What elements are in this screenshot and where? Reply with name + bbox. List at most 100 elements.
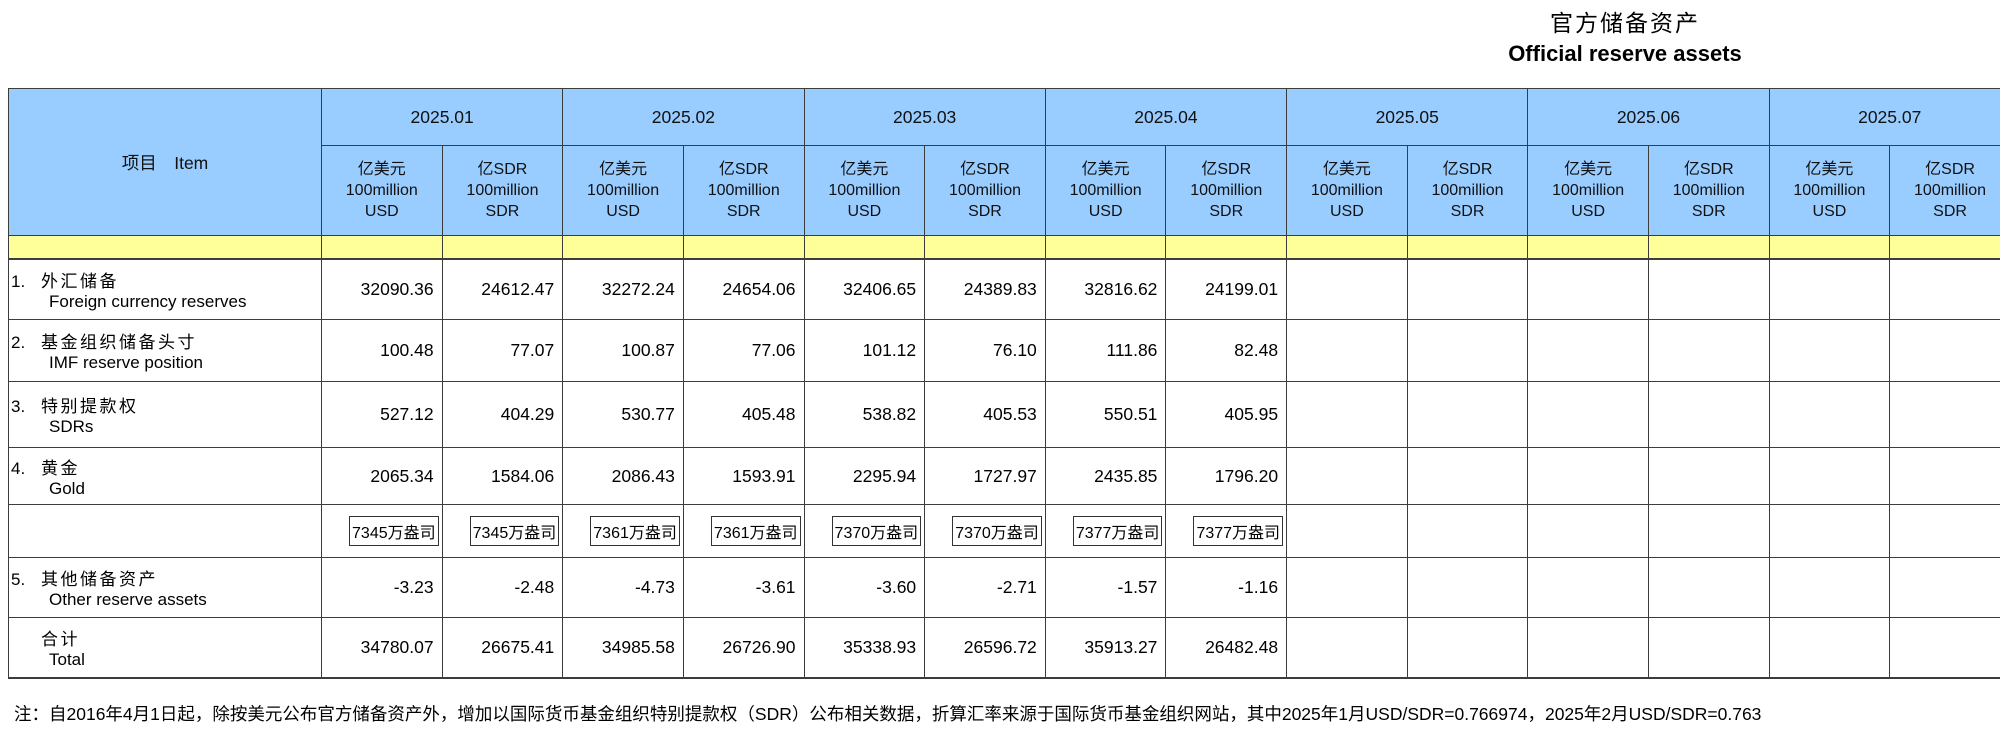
value-cell: 32406.65 (803, 258, 926, 320)
gold-volume-cell: 7361万盎司 (562, 504, 684, 558)
value-cell (1406, 447, 1529, 505)
yellow-band-cell (441, 235, 564, 260)
gold-volume-cell (1768, 504, 1891, 558)
item-column-header: 项目 Item (8, 88, 322, 236)
item-label-line1: 4. 黄金 (9, 454, 321, 479)
value-cell: 82.48 (1165, 319, 1288, 382)
value-cell: -3.23 (321, 557, 443, 618)
yellow-band-cell (1286, 235, 1408, 260)
value-cell: -4.73 (562, 557, 684, 618)
value-cell: 100.48 (321, 319, 443, 382)
gold-volume-box: 7345万盎司 (469, 516, 560, 546)
item-label-cell-empty (8, 504, 322, 558)
value-cell: 77.06 (682, 319, 805, 382)
yellow-band-cell (924, 235, 1046, 260)
value-cell: 2435.85 (1044, 447, 1167, 505)
value-cell (1647, 381, 1770, 448)
sdr-unit-header: 亿SDR 100million SDR (441, 145, 564, 236)
item-label-line1: 2. 基金组织储备头寸 (9, 328, 321, 353)
value-cell: 76.10 (924, 319, 1046, 382)
value-cell: 2086.43 (562, 447, 684, 505)
value-cell (1527, 258, 1649, 320)
value-cell: 1584.06 (441, 447, 564, 505)
item-label-cell: 2. 基金组织储备头寸 IMF reserve position (8, 319, 322, 382)
item-label-cell: 1. 外汇储备 Foreign currency reserves (8, 258, 322, 320)
gold-volume-cell: 7345万盎司 (441, 504, 564, 558)
gold-volume-cell: 7377万盎司 (1165, 504, 1288, 558)
gold-volume-cell: 7370万盎司 (924, 504, 1046, 558)
usd-unit-header: 亿美元 100million USD (803, 145, 926, 236)
yellow-band-cell (1044, 235, 1167, 260)
value-cell (1527, 557, 1649, 618)
usd-unit-header: 亿美元 100million USD (321, 145, 443, 236)
item-label-cell: 4. 黄金 Gold (8, 447, 322, 505)
value-cell: 100.87 (562, 319, 684, 382)
value-cell (1527, 447, 1649, 505)
value-cell (1647, 447, 1770, 505)
sdr-unit-header: 亿SDR 100million SDR (924, 145, 1046, 236)
title-block: 官方储备资产 Official reserve assets (1225, 4, 2000, 67)
item-label-en: Foreign currency reserves (49, 291, 247, 311)
value-cell: -1.57 (1044, 557, 1167, 618)
value-cell: 24199.01 (1165, 258, 1288, 320)
usd-unit-header: 亿美元 100million USD (562, 145, 684, 236)
value-cell (1406, 258, 1529, 320)
sdr-unit-header: 亿SDR 100million SDR (1647, 145, 1770, 236)
value-cell (1768, 557, 1891, 618)
gold-volume-cell: 7345万盎司 (321, 504, 443, 558)
value-cell (1286, 381, 1408, 448)
value-cell (1527, 617, 1649, 679)
table-row: 1. 外汇储备 Foreign currency reserves 32090.36 2… (8, 258, 2000, 320)
gold-volume-row: 7345万盎司 7345万盎司 7361万盎司 7361万盎司 7370万盎司 7370万… (8, 504, 2000, 558)
item-label-en: Gold (49, 478, 85, 498)
table-body: 1. 外汇储备 Foreign currency reserves 32090.36 2… (8, 258, 2000, 679)
table-row: 合计 Total 34780.07 26675.41 34985.58 26726.90 3… (8, 617, 2000, 679)
month-header: 2025.07 (1768, 88, 2000, 146)
item-label-en: Total (49, 649, 85, 669)
value-cell (1768, 319, 1891, 382)
value-cell: 1796.20 (1165, 447, 1288, 505)
value-cell: 2065.34 (321, 447, 443, 505)
yellow-band-cell (8, 235, 322, 260)
value-cell: 26726.90 (682, 617, 805, 679)
gold-volume-cell: 7370万盎司 (803, 504, 926, 558)
value-cell: 24654.06 (682, 258, 805, 320)
value-cell: -2.71 (924, 557, 1046, 618)
item-label-cell: 3. 特别提款权 SDRs (8, 381, 322, 448)
value-cell (1286, 447, 1408, 505)
value-cell (1527, 319, 1649, 382)
value-cell (1406, 557, 1529, 618)
yellow-band-cell (1768, 235, 1891, 260)
yellow-band-cell (682, 235, 805, 260)
gold-volume-cell (1889, 504, 2000, 558)
item-number: 3. (11, 397, 26, 416)
value-cell (1889, 557, 2000, 618)
value-cell (1286, 557, 1408, 618)
value-cell (1286, 258, 1408, 320)
value-cell: 32272.24 (562, 258, 684, 320)
item-label-line1: 合计 (9, 625, 321, 650)
item-label-en: Other reserve assets (49, 590, 207, 609)
yellow-band-cell (1527, 235, 1649, 260)
value-cell: 35913.27 (1044, 617, 1167, 679)
value-cell (1889, 617, 2000, 679)
table-row: 3. 特别提款权 SDRs 527.12 404.29 530.77 405.48 538.8… (8, 381, 2000, 448)
month-header: 2025.04 (1044, 88, 1288, 146)
page-title-zh: 官方储备资产 (1550, 11, 1700, 37)
item-label-cell: 合计 Total (8, 617, 322, 679)
sdr-unit-header: 亿SDR 100million SDR (1165, 145, 1288, 236)
month-header: 2025.06 (1527, 88, 1770, 146)
value-cell: 538.82 (803, 381, 926, 448)
item-number: 4. (11, 458, 26, 478)
value-cell (1889, 447, 2000, 505)
item-label-line1: 1. 外汇储备 (9, 267, 321, 292)
value-cell (1647, 258, 1770, 320)
item-label-en: SDRs (49, 417, 94, 436)
value-cell: 527.12 (321, 381, 443, 448)
usd-unit-header: 亿美元 100million USD (1768, 145, 1891, 236)
usd-unit-header: 亿美元 100million USD (1286, 145, 1408, 236)
value-cell: 405.48 (682, 381, 805, 448)
yellow-band-cell (1165, 235, 1288, 260)
yellow-band-cell (1647, 235, 1770, 260)
gold-volume-cell (1286, 504, 1408, 558)
